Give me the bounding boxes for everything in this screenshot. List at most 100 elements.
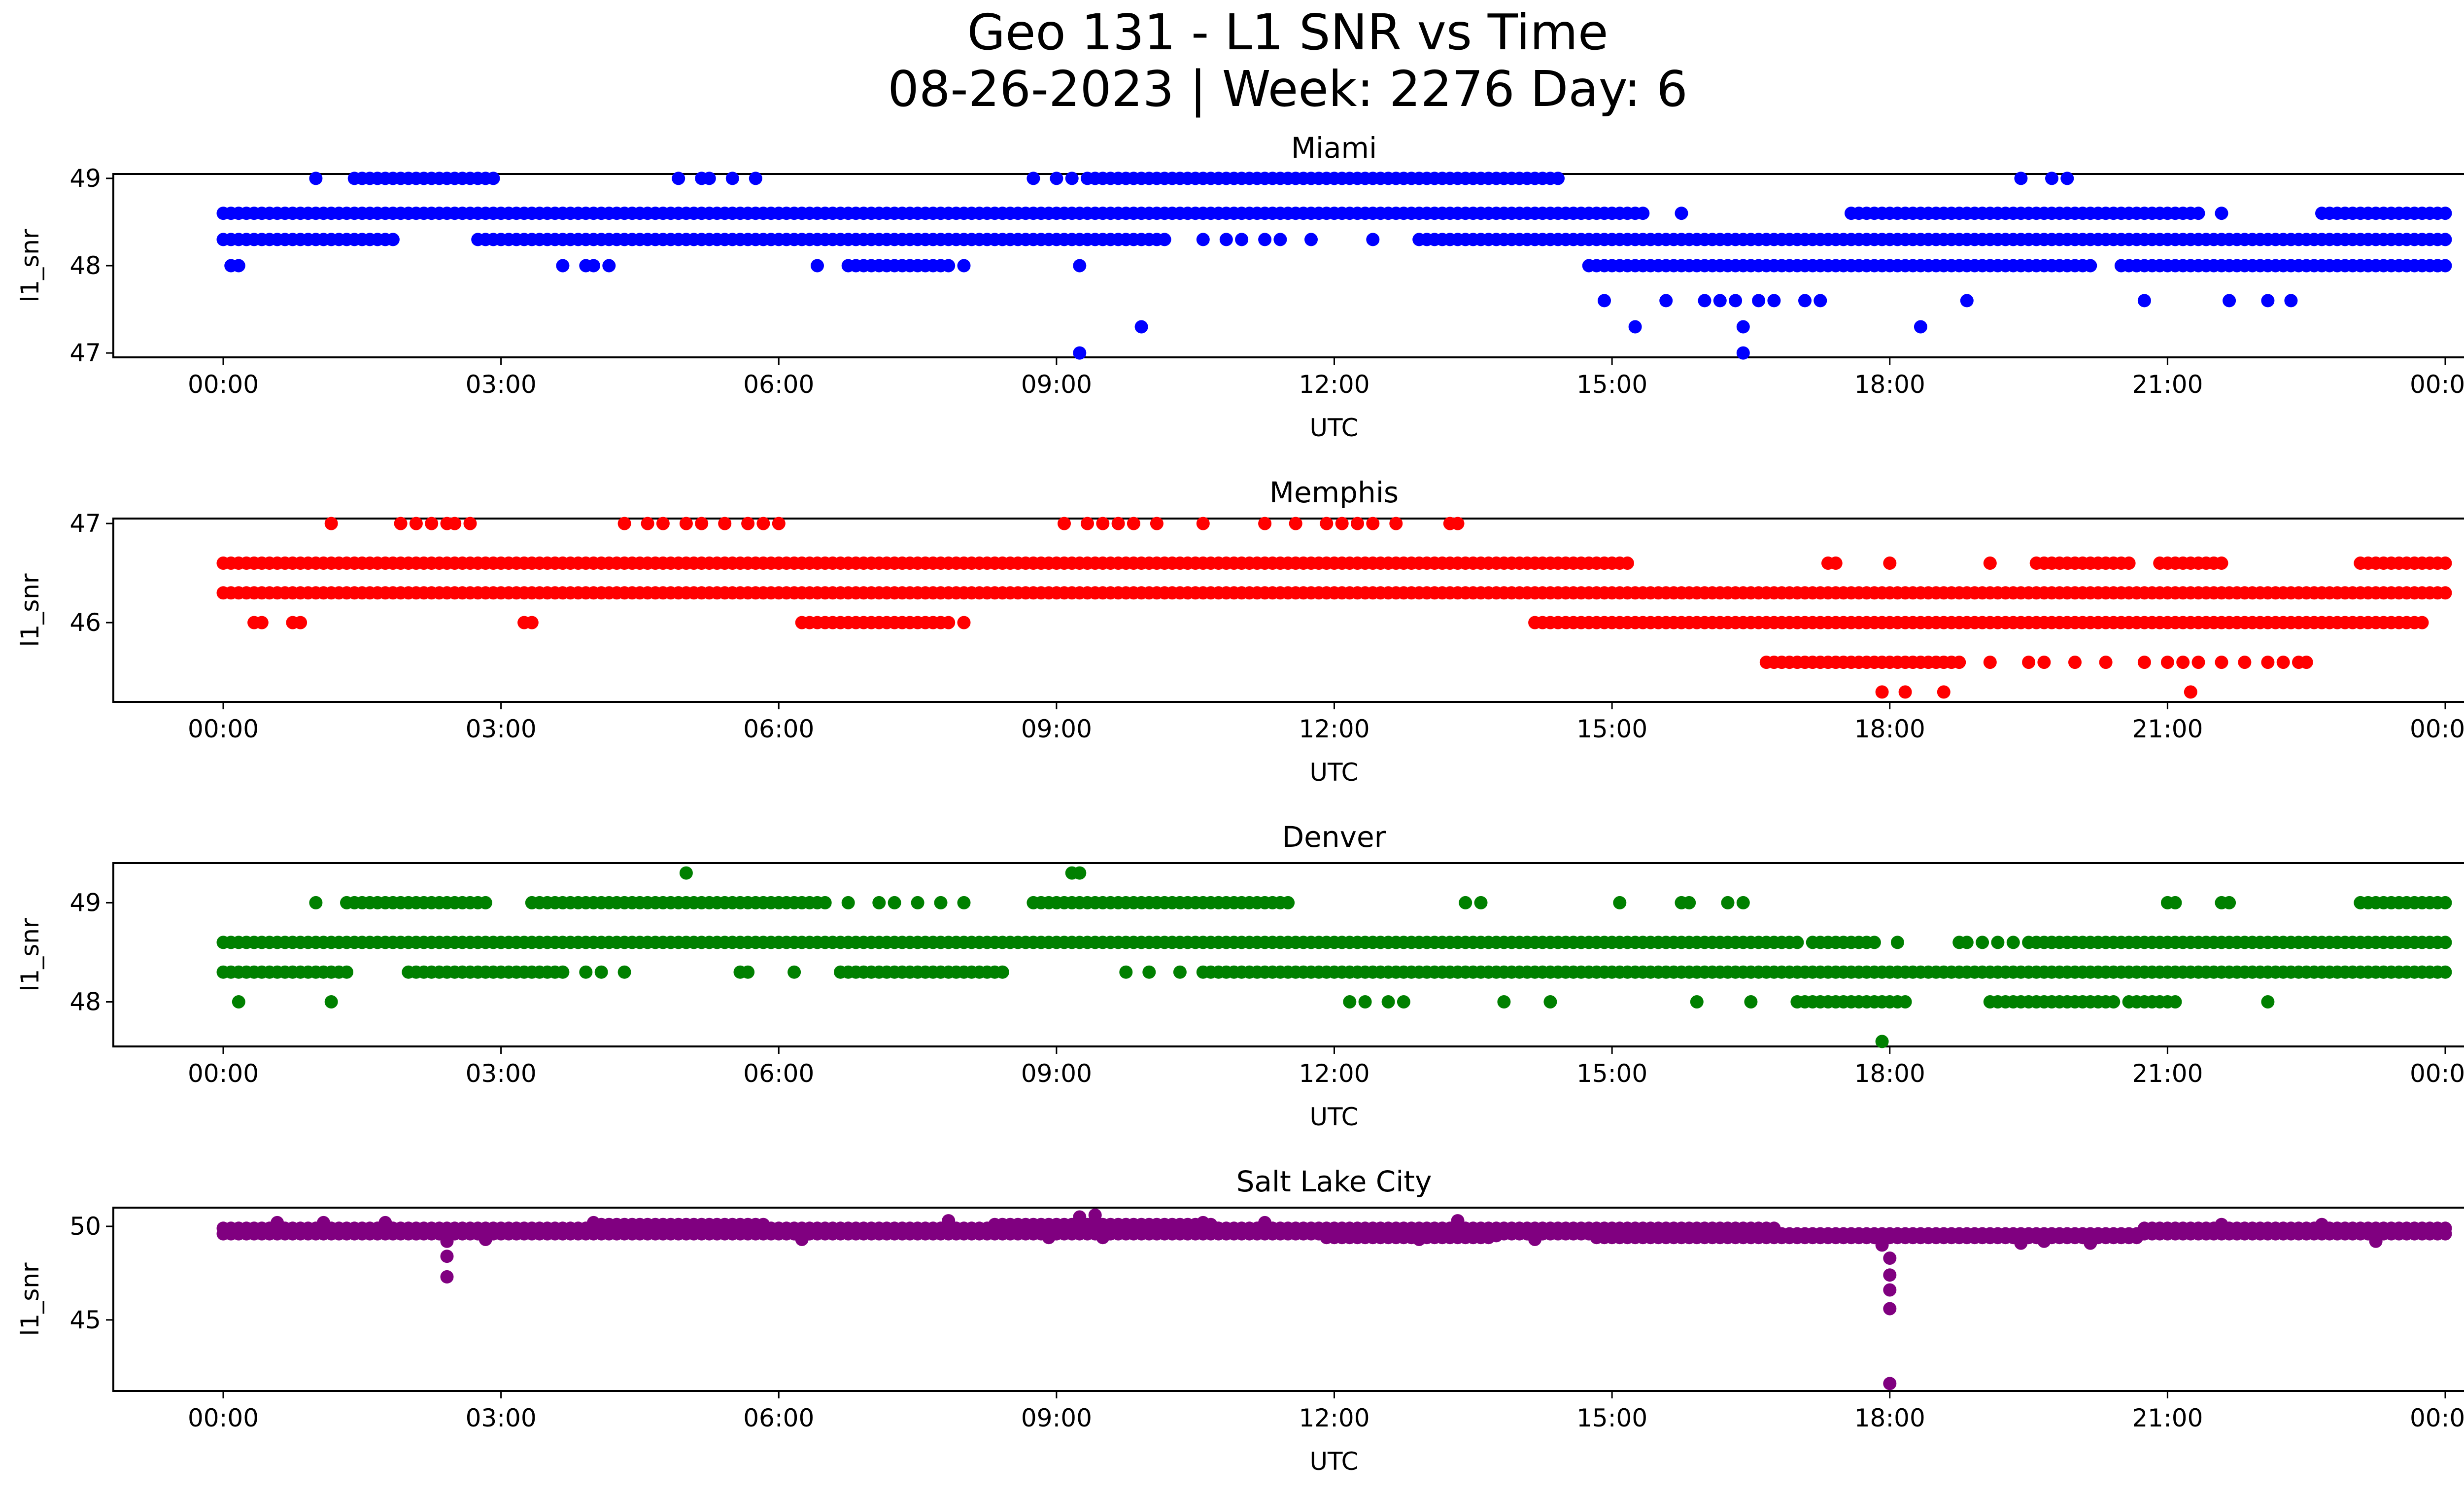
data-point-memphis [1883, 556, 1897, 570]
data-point-miami [587, 259, 600, 273]
data-point-memphis [1196, 517, 1210, 530]
subplot-title-denver: Denver [1282, 820, 1386, 854]
data-point-salt-lake-city [317, 1216, 330, 1229]
data-point-salt-lake-city [2438, 1227, 2452, 1241]
data-point-memphis [525, 616, 539, 629]
data-point-salt-lake-city [1883, 1252, 1897, 1265]
data-point-miami [2130, 259, 2144, 273]
x-tick-label-salt-lake-city: 12:00 [1299, 1404, 1369, 1432]
x-tick-label-denver: 03:00 [466, 1059, 537, 1088]
data-point-salt-lake-city [479, 1233, 492, 1246]
data-point-salt-lake-city [1412, 1233, 1426, 1246]
data-point-salt-lake-city [440, 1250, 454, 1263]
data-point-miami [1914, 320, 1927, 334]
data-point-miami [2223, 294, 2236, 308]
data-point-miami [309, 172, 323, 185]
data-point-memphis [294, 616, 308, 629]
data-point-denver [324, 995, 338, 1008]
data-point-miami [1065, 172, 1079, 185]
data-point-miami [2137, 294, 2151, 308]
data-point-memphis [2215, 556, 2228, 570]
x-tick-label-memphis: 15:00 [1576, 715, 1647, 743]
data-point-miami [232, 259, 245, 273]
x-tick-label-miami: 06:00 [743, 370, 814, 399]
data-point-denver [1474, 896, 1488, 909]
data-point-denver [1343, 995, 1357, 1008]
data-point-denver [2168, 995, 2182, 1008]
data-point-miami [1752, 294, 1766, 308]
data-point-memphis [324, 517, 338, 530]
y-axis-label-denver: l1_snr [16, 918, 44, 991]
x-tick-label-denver: 12:00 [1299, 1059, 1369, 1088]
data-point-miami [1273, 233, 1287, 246]
data-point-salt-lake-city [440, 1234, 454, 1248]
subplot-title-salt-lake-city: Salt Lake City [1236, 1165, 1432, 1198]
data-point-salt-lake-city [271, 1216, 284, 1229]
data-point-memphis [741, 517, 755, 530]
data-point-memphis [2261, 656, 2275, 669]
data-point-denver [841, 896, 855, 909]
data-point-miami [2014, 172, 2028, 185]
data-point-memphis [1983, 656, 1997, 669]
data-point-salt-lake-city [1489, 1229, 1503, 1243]
data-point-memphis [2438, 586, 2452, 600]
data-point-memphis [718, 517, 732, 530]
data-point-denver [1281, 896, 1295, 909]
x-tick-label-salt-lake-city: 00:00 [2410, 1404, 2464, 1432]
data-point-miami [1713, 294, 1727, 308]
data-point-denver [594, 965, 608, 979]
data-point-miami [1158, 233, 1171, 246]
data-point-memphis [255, 616, 269, 629]
data-point-miami [1551, 172, 1565, 185]
x-tick-label-miami: 18:00 [1854, 370, 1925, 399]
data-point-salt-lake-city [1196, 1216, 1210, 1229]
data-point-salt-lake-city [1883, 1377, 1897, 1391]
data-point-miami [1736, 320, 1750, 334]
data-point-denver [995, 965, 1009, 979]
data-point-denver [1119, 965, 1133, 979]
x-tick-label-miami: 00:00 [2410, 370, 2464, 399]
figure-title-line2: 08-26-2023 | Week: 2276 Day: 6 [888, 60, 1687, 118]
y-axis-label-miami: l1_snr [16, 229, 44, 302]
data-point-memphis [1937, 685, 1951, 699]
x-tick-label-memphis: 21:00 [2132, 715, 2203, 743]
data-point-salt-lake-city [378, 1216, 392, 1229]
data-point-salt-lake-city [1451, 1214, 1465, 1228]
data-point-miami [1636, 207, 1650, 220]
data-point-memphis [425, 517, 439, 530]
data-point-memphis [463, 517, 477, 530]
x-tick-label-salt-lake-city: 00:00 [188, 1404, 259, 1432]
data-point-memphis [1366, 517, 1380, 530]
x-tick-label-denver: 00:00 [2410, 1059, 2464, 1088]
data-point-denver [232, 995, 245, 1008]
data-point-memphis [448, 517, 462, 530]
x-tick-label-miami: 00:00 [188, 370, 259, 399]
data-point-denver [741, 965, 755, 979]
data-point-memphis [2122, 556, 2136, 570]
data-point-salt-lake-city [1088, 1208, 1102, 1222]
data-point-miami [1073, 259, 1087, 273]
x-tick-label-salt-lake-city: 15:00 [1576, 1404, 1647, 1432]
data-point-memphis [2438, 556, 2452, 570]
y-tick-label-denver: 48 [69, 988, 101, 1016]
data-point-memphis [1111, 517, 1125, 530]
data-point-salt-lake-city [1258, 1216, 1272, 1229]
data-point-miami [1134, 320, 1148, 334]
data-point-denver [1898, 995, 1912, 1008]
data-point-memphis [409, 517, 423, 530]
y-tick-label-salt-lake-city: 50 [69, 1212, 101, 1241]
data-point-miami [1628, 320, 1642, 334]
data-point-denver [2223, 896, 2236, 909]
y-tick-label-salt-lake-city: 45 [69, 1306, 101, 1334]
data-point-memphis [1058, 517, 1071, 530]
data-point-miami [2215, 207, 2228, 220]
y-axis-label-memphis: l1_snr [16, 573, 44, 647]
x-tick-label-salt-lake-city: 06:00 [743, 1404, 814, 1432]
data-point-memphis [1289, 517, 1302, 530]
y-axis-label-salt-lake-city: l1_snr [16, 1262, 44, 1336]
data-point-miami [1960, 294, 1974, 308]
x-tick-label-denver: 06:00 [743, 1059, 814, 1088]
data-point-denver [1142, 965, 1156, 979]
data-point-denver [1790, 936, 1804, 949]
y-tick-label-denver: 49 [69, 888, 101, 917]
